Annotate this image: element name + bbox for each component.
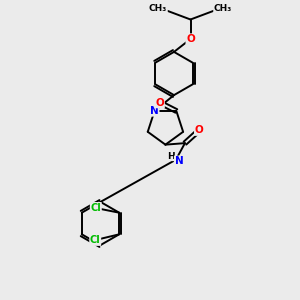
Text: CH₃: CH₃ xyxy=(214,4,232,14)
Text: Cl: Cl xyxy=(90,235,101,245)
Text: N: N xyxy=(175,156,183,166)
Text: O: O xyxy=(195,125,203,135)
Text: O: O xyxy=(186,34,195,44)
Text: CH₃: CH₃ xyxy=(149,4,167,14)
Text: Cl: Cl xyxy=(90,202,101,213)
Text: O: O xyxy=(155,98,164,108)
Text: H: H xyxy=(167,152,174,160)
Text: N: N xyxy=(150,106,159,116)
